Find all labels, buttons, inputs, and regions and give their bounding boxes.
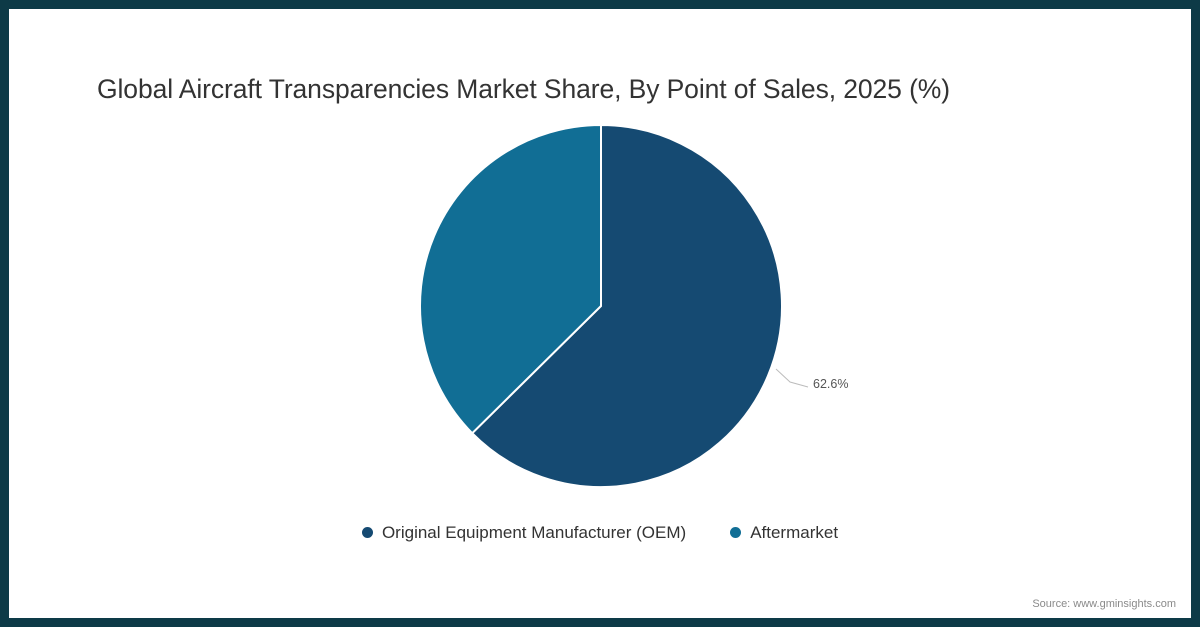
pie-slices — [419, 123, 783, 488]
legend-item-oem[interactable]: Original Equipment Manufacturer (OEM) — [361, 523, 687, 542]
page-title: Global Aircraft Transparencies Market Sh… — [97, 74, 950, 104]
data-label-leader-line — [775, 368, 809, 388]
source-attribution: Source: www.gminsights.com — [1032, 598, 1176, 610]
legend-item-label: Aftermarket — [750, 523, 839, 542]
pie-slice-aftermarket[interactable] — [419, 123, 602, 435]
pie-slice-oem[interactable] — [470, 123, 783, 488]
legend-color-swatch-icon — [361, 527, 373, 538]
pie-chart-svg — [419, 123, 809, 488]
chart-legend: Original Equipment Manufacturer (OEM) Af… — [0, 524, 1200, 541]
pie-chart — [410, 115, 810, 510]
legend-item-aftermarket[interactable]: Aftermarket — [730, 524, 838, 541]
data-label-oem: 62.6% — [813, 377, 849, 391]
legend-color-swatch-icon — [730, 527, 742, 538]
legend-item-label: Original Equipment Manufacturer (OEM) — [381, 523, 687, 542]
